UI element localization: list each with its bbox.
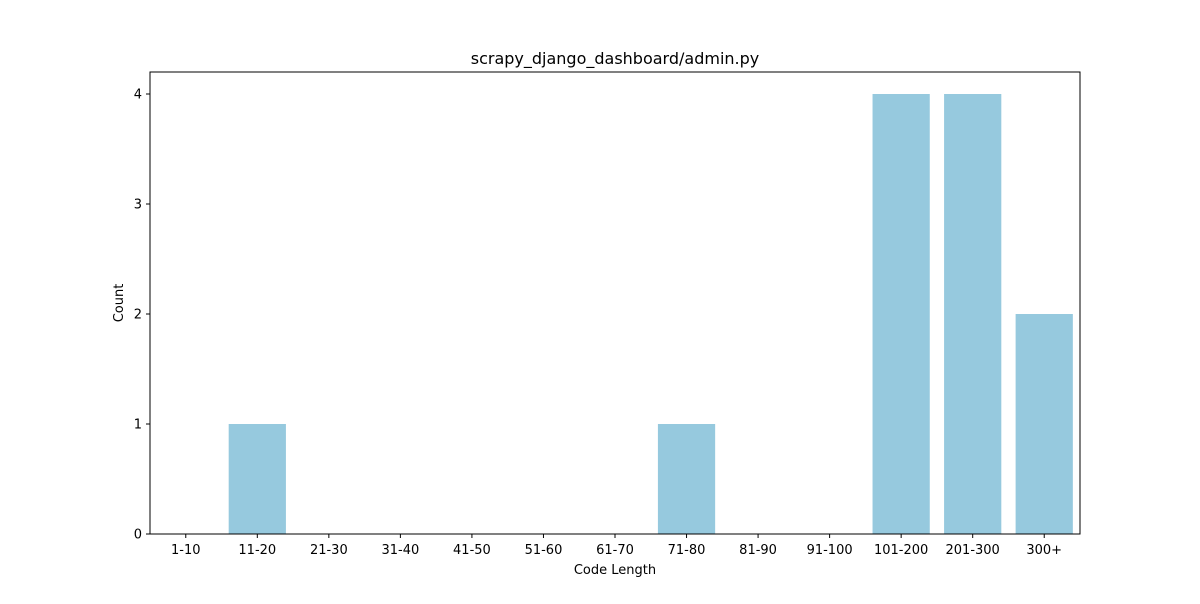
plot-area-frame	[149, 71, 1081, 535]
y-axis-label: Count	[112, 284, 127, 323]
x-tick-label: 31-40	[381, 543, 419, 558]
bar-11-20	[228, 424, 286, 534]
x-tick-label: 101-200	[874, 543, 928, 558]
y-axis-ticks: 0 1 2 3 4	[134, 88, 150, 543]
y-tick-label: 4	[134, 88, 142, 103]
x-tick-label: 21-30	[310, 543, 348, 558]
bars-layer	[228, 94, 1073, 534]
y-tick-label: 3	[134, 198, 142, 213]
x-tick-label: 51-60	[525, 543, 563, 558]
bar-101-200	[872, 94, 930, 534]
y-tick-label: 0	[134, 528, 142, 543]
x-tick-label: 300+	[1026, 543, 1062, 558]
x-tick-label: 1-10	[171, 543, 201, 558]
x-tick-label: 91-100	[807, 543, 853, 558]
x-axis-label: Code Length	[574, 563, 656, 578]
chart-title: scrapy_django_dashboard/admin.py	[471, 49, 760, 69]
bar-300+	[1015, 314, 1073, 534]
x-tick-label: 61-70	[596, 543, 634, 558]
x-tick-label: 81-90	[739, 543, 777, 558]
x-tick-label: 71-80	[668, 543, 706, 558]
x-tick-label: 41-50	[453, 543, 491, 558]
bar-201-300	[944, 94, 1002, 534]
y-tick-label: 1	[134, 418, 142, 433]
y-tick-label: 2	[134, 308, 142, 323]
x-tick-label: 11-20	[238, 543, 276, 558]
x-axis-ticks: 1-10 11-20 21-30 31-40 41-50 51-60 61-70 71-80 8…	[171, 534, 1062, 558]
bar-71-80	[657, 424, 716, 534]
x-tick-label: 201-300	[946, 543, 1000, 558]
